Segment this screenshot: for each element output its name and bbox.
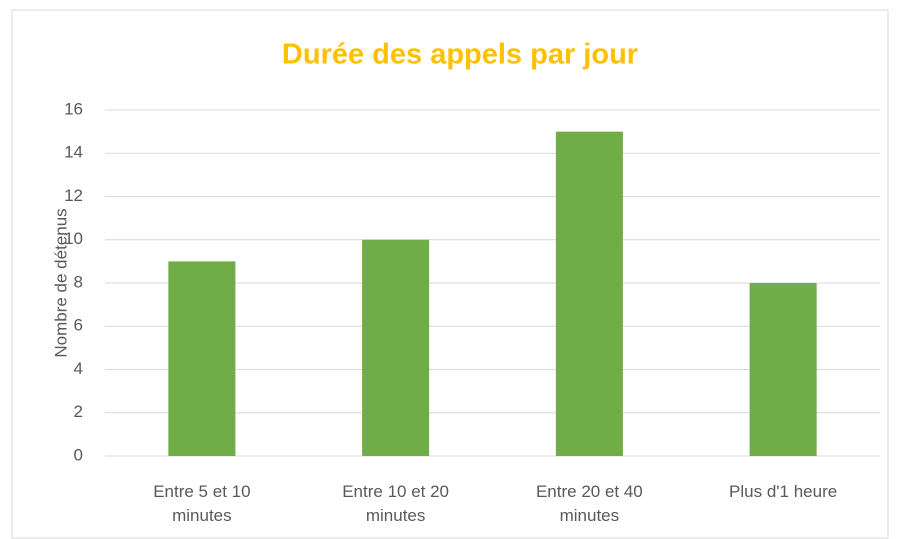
- y-tick-label: 16: [64, 99, 83, 118]
- y-tick-label: 12: [64, 186, 83, 205]
- x-tick-label: Entre 10 et 20 minutes: [342, 482, 449, 525]
- y-axis-label: Nombre de détenus: [51, 208, 70, 357]
- y-tick-label: 14: [64, 143, 83, 162]
- y-tick-label: 4: [74, 359, 83, 378]
- chart-frame: [11, 9, 889, 539]
- y-tick-label: 8: [74, 272, 83, 291]
- x-tick-label: Entre 5 et 10 minutes: [153, 482, 250, 525]
- y-tick-label: 10: [64, 229, 83, 248]
- bar: [555, 131, 623, 456]
- x-tick-label: Plus d'1 heure: [729, 482, 837, 501]
- y-tick-label: 2: [74, 402, 83, 421]
- x-tick-label: Entre 20 et 40 minutes: [536, 482, 643, 525]
- bar: [168, 261, 236, 456]
- y-tick-label: 0: [74, 445, 83, 464]
- y-tick-label: 6: [74, 316, 83, 335]
- chart-title: Durée des appels par jour: [282, 39, 638, 71]
- bar: [749, 283, 817, 456]
- bar: [362, 239, 430, 456]
